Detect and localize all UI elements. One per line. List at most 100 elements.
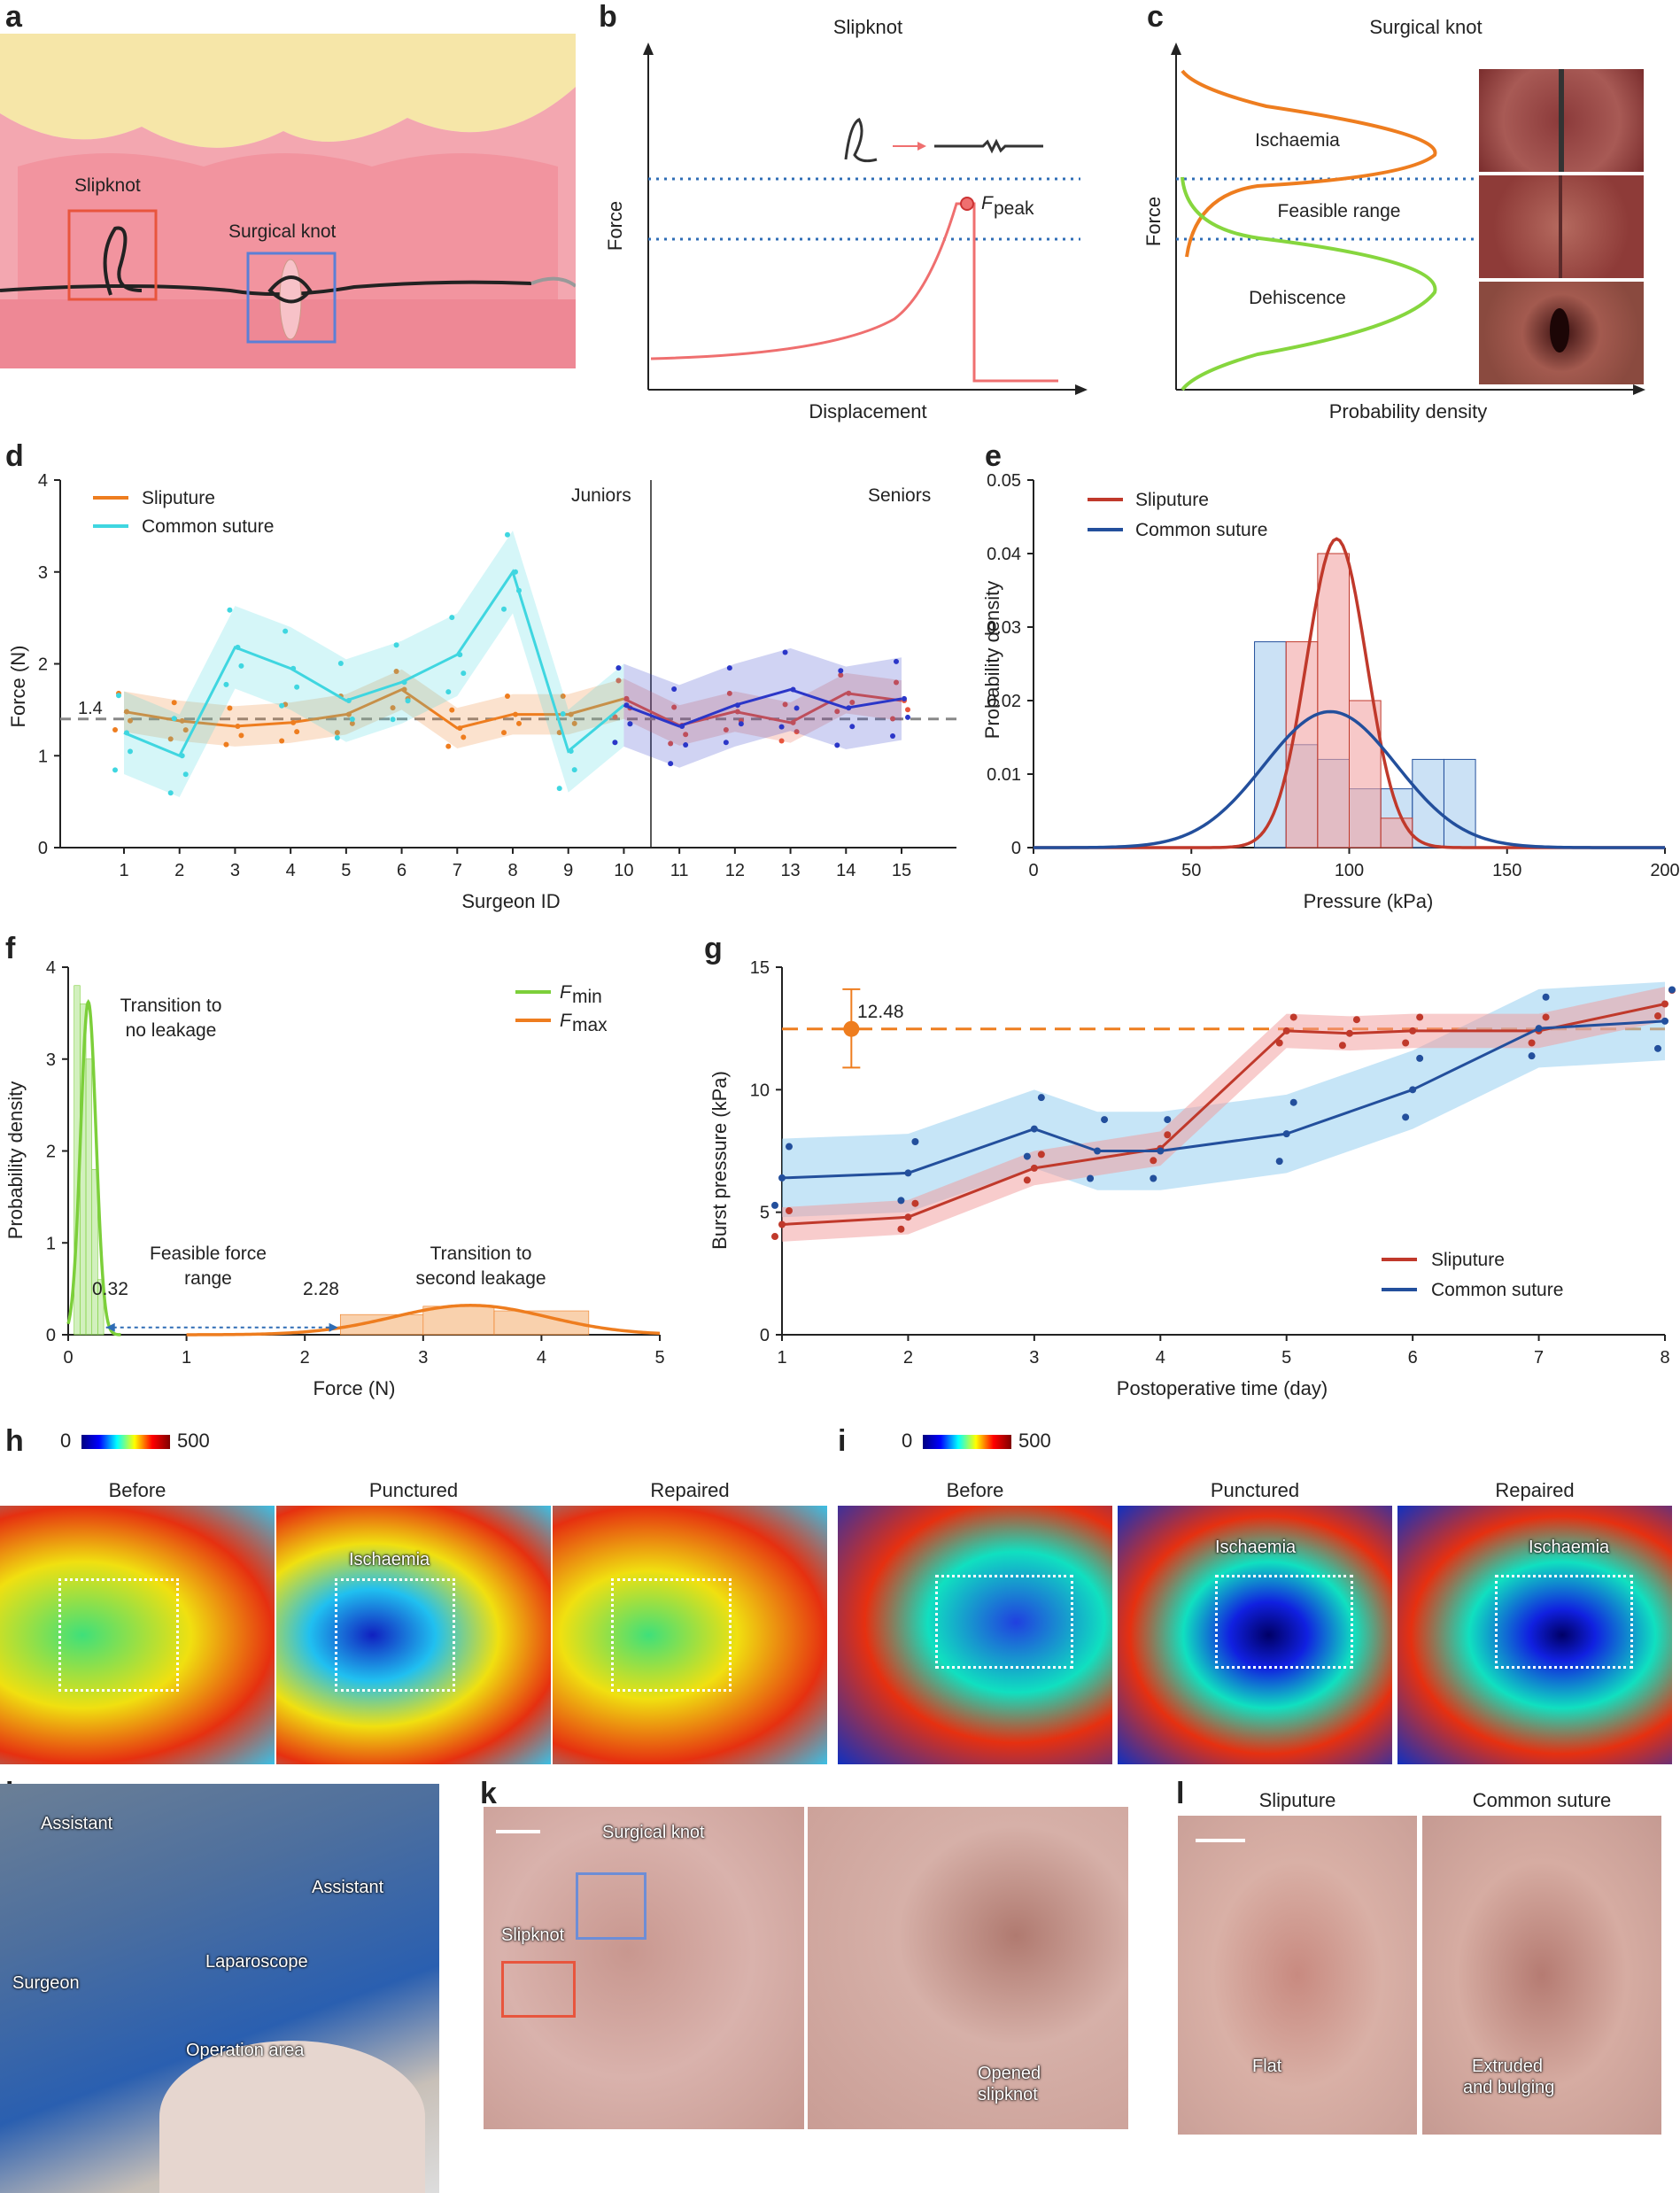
arrow-head-left (105, 1322, 115, 1332)
panel-c-chart: Ischaemia Feasible range Dehiscence Prob… (1142, 43, 1645, 422)
data-point (182, 771, 189, 778)
l-label-extruded-2: and bulging (1463, 2078, 1555, 2097)
x-tick-label: 11 (670, 861, 689, 880)
b-ylabel: Force (604, 201, 626, 251)
k-slipknot-box (501, 1961, 576, 2018)
i-title-punctured: Punctured (1210, 1479, 1300, 1501)
x-tick-label: 7 (1534, 1348, 1544, 1368)
data-point (1402, 1113, 1410, 1121)
data-point (794, 729, 800, 735)
a-slipknot-label: Slipknot (74, 175, 141, 196)
panel-label-l: l (1176, 1777, 1185, 1810)
data-point (778, 724, 785, 730)
y-tick-label: 15 (750, 958, 770, 978)
ci-band-sliputure (623, 672, 902, 746)
data-point (449, 615, 455, 621)
i-colorbar (923, 1435, 1011, 1449)
data-point (834, 709, 840, 715)
data-point (571, 720, 577, 726)
y-tick-label: 0 (46, 1326, 56, 1345)
panel-label-c: c (1147, 0, 1164, 34)
data-point (1094, 1147, 1102, 1155)
d-ylabel: Force (N) (7, 646, 29, 728)
data-point (179, 753, 185, 759)
data-point (560, 711, 566, 717)
f-ann-v2: 2.28 (303, 1279, 339, 1299)
data-point (778, 1220, 786, 1228)
data-point (182, 727, 189, 733)
g-legend-sliputure: Sliputure (1431, 1250, 1505, 1270)
panel-a-illustration: Slipknot Surgical knot (0, 34, 577, 368)
data-point (227, 705, 233, 711)
data-point (1668, 986, 1676, 994)
g-legend-common: Common suture (1431, 1280, 1563, 1300)
e-ylabel: Probability density (983, 581, 1003, 740)
data-point (846, 690, 852, 696)
data-point (1409, 1086, 1417, 1094)
data-point (894, 679, 899, 686)
c-photo-ischaemia (1479, 69, 1644, 172)
data-point (334, 730, 340, 736)
x-tick-label: 10 (614, 861, 633, 880)
data-point (1535, 1025, 1543, 1033)
data-point (1528, 1039, 1536, 1047)
f-legend-fmin: F (560, 982, 572, 1003)
x-tick-label: 100 (1335, 861, 1364, 880)
k-surgical-box (576, 1872, 646, 1940)
data-point (782, 649, 788, 655)
data-point (902, 695, 907, 701)
data-point (1654, 1012, 1661, 1020)
data-point (393, 669, 399, 675)
data-point (627, 721, 633, 727)
slipknot-box (67, 209, 158, 301)
data-point (501, 606, 507, 612)
h-colorbar (81, 1435, 170, 1449)
data-point (1037, 1094, 1045, 1102)
data-point (461, 734, 467, 740)
data-point (790, 719, 796, 725)
data-point (516, 587, 522, 593)
data-point (1416, 1013, 1424, 1021)
data-point (683, 732, 689, 738)
data-point (516, 720, 522, 726)
data-point (726, 690, 732, 696)
data-point (560, 694, 566, 700)
data-point (1275, 1039, 1283, 1047)
g-ref-label: 12.48 (857, 1002, 904, 1022)
h-heatmap-before (0, 1506, 275, 1764)
f-legend-fmin-sub: min (572, 987, 602, 1007)
c-photo-dehiscence (1479, 282, 1644, 384)
data-point (294, 729, 300, 735)
x-tick-label: 0 (63, 1348, 73, 1368)
data-point (294, 684, 300, 690)
y-tick-label: 0 (1011, 839, 1021, 858)
h-title-before: Before (108, 1479, 166, 1501)
x-tick-label: 5 (341, 861, 351, 880)
data-point (238, 663, 244, 669)
data-point (1416, 1054, 1424, 1062)
data-point (623, 702, 630, 709)
data-point (405, 698, 411, 704)
c-ylabel: Force (1142, 197, 1165, 246)
data-point (235, 644, 241, 650)
data-point (778, 1174, 786, 1182)
y-tick-label: 0 (760, 1326, 770, 1345)
data-point (505, 694, 510, 700)
data-point (128, 748, 133, 755)
f-ylabel: Probability density (4, 1081, 27, 1240)
data-point (834, 742, 840, 748)
f-ann-t2b: range (184, 1268, 232, 1289)
surgical-knot-box (246, 252, 337, 344)
data-point (1164, 1116, 1172, 1124)
panel-label-e: e (985, 439, 1002, 473)
b-title: Slipknot (832, 16, 903, 38)
data-point (390, 705, 396, 711)
l-title-sliputure: Sliputure (1258, 1789, 1336, 1811)
data-point (337, 660, 344, 666)
panel-label-b: b (599, 0, 617, 34)
panel-label-h: h (5, 1424, 24, 1458)
data-point (911, 1199, 919, 1207)
x-tick-label: 4 (286, 861, 296, 880)
x-tick-label: 2 (174, 861, 184, 880)
x-tick-label: 5 (1281, 1348, 1291, 1368)
